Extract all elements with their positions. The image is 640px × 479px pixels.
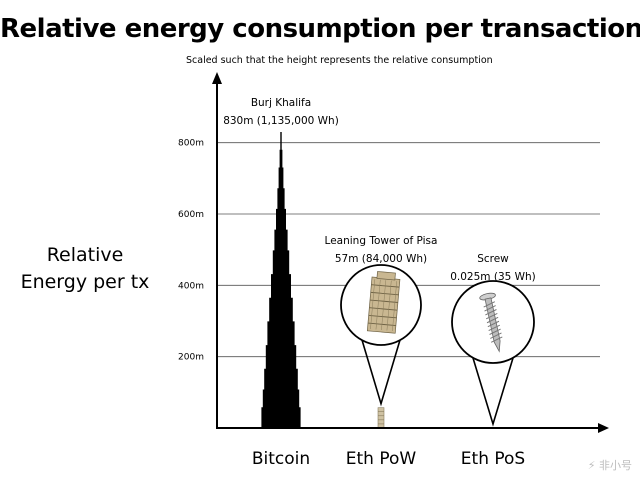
x-tick-label: Eth PoS (461, 449, 525, 469)
bar-eth-pow (377, 407, 385, 429)
screw-thread (489, 328, 501, 335)
screw-thread (483, 301, 496, 308)
y-tick-label: 600m (178, 210, 204, 220)
bar-eth-pow-pisa: Leaning Tower of Pisa 57m (84,000 Wh) (325, 235, 438, 429)
data-label-name: Screw (477, 253, 509, 265)
screw-thread (490, 332, 502, 339)
tower-column-line (381, 280, 387, 331)
screw-thread (485, 312, 498, 320)
x-tick-label: Eth PoW (346, 449, 417, 469)
data-label-value: 830m (1,135,000 Wh) (223, 115, 339, 127)
data-label-value: 0.025m (35 Wh) (450, 271, 536, 283)
bar-bitcoin-burj-khalifa (260, 131, 302, 428)
screw-thread (486, 316, 499, 324)
chart-marks: Burj Khalifa 830m (1,135,000 Wh) Leaning T… (223, 97, 536, 429)
chart-title: Relative energy consumption per transact… (0, 14, 640, 44)
data-label-name: Burj Khalifa (251, 97, 311, 109)
y-axis-arrow (212, 72, 222, 84)
callout-pointer (472, 357, 514, 427)
screw-thread (490, 336, 503, 343)
leaning-tower-icon (366, 271, 401, 334)
data-label-name: Leaning Tower of Pisa (325, 235, 438, 247)
tower-column-line (386, 280, 392, 331)
tower-column-line (370, 279, 376, 330)
bar-eth-pos-screw: Screw 0.025m (35 Wh) (450, 253, 536, 427)
y-tick-label: 200m (178, 353, 204, 363)
y-tick-label: 800m (178, 139, 204, 149)
screw-thread (485, 309, 497, 316)
screw-thread (487, 320, 500, 328)
data-label-value: 57m (84,000 Wh) (335, 253, 427, 265)
tower-belfry (376, 271, 396, 281)
callout-pointer (361, 339, 401, 407)
tower-column-line (392, 281, 398, 331)
y-axis-label: Relative Energy per tx (20, 244, 150, 293)
screw-icon (479, 292, 503, 353)
x-tick-label: Bitcoin (252, 449, 310, 469)
chart-subtitle: Scaled such that the height represents t… (186, 55, 493, 66)
tower-column-line (375, 279, 381, 330)
y-tick-label: 400m (178, 281, 204, 291)
x-axis-arrow (598, 423, 609, 433)
screw-thread (484, 305, 496, 312)
axes: Bitcoin Eth PoW Eth PoS (212, 72, 609, 469)
watermark: ⚡ 非小号 (587, 459, 632, 472)
screw-thread (488, 324, 501, 332)
